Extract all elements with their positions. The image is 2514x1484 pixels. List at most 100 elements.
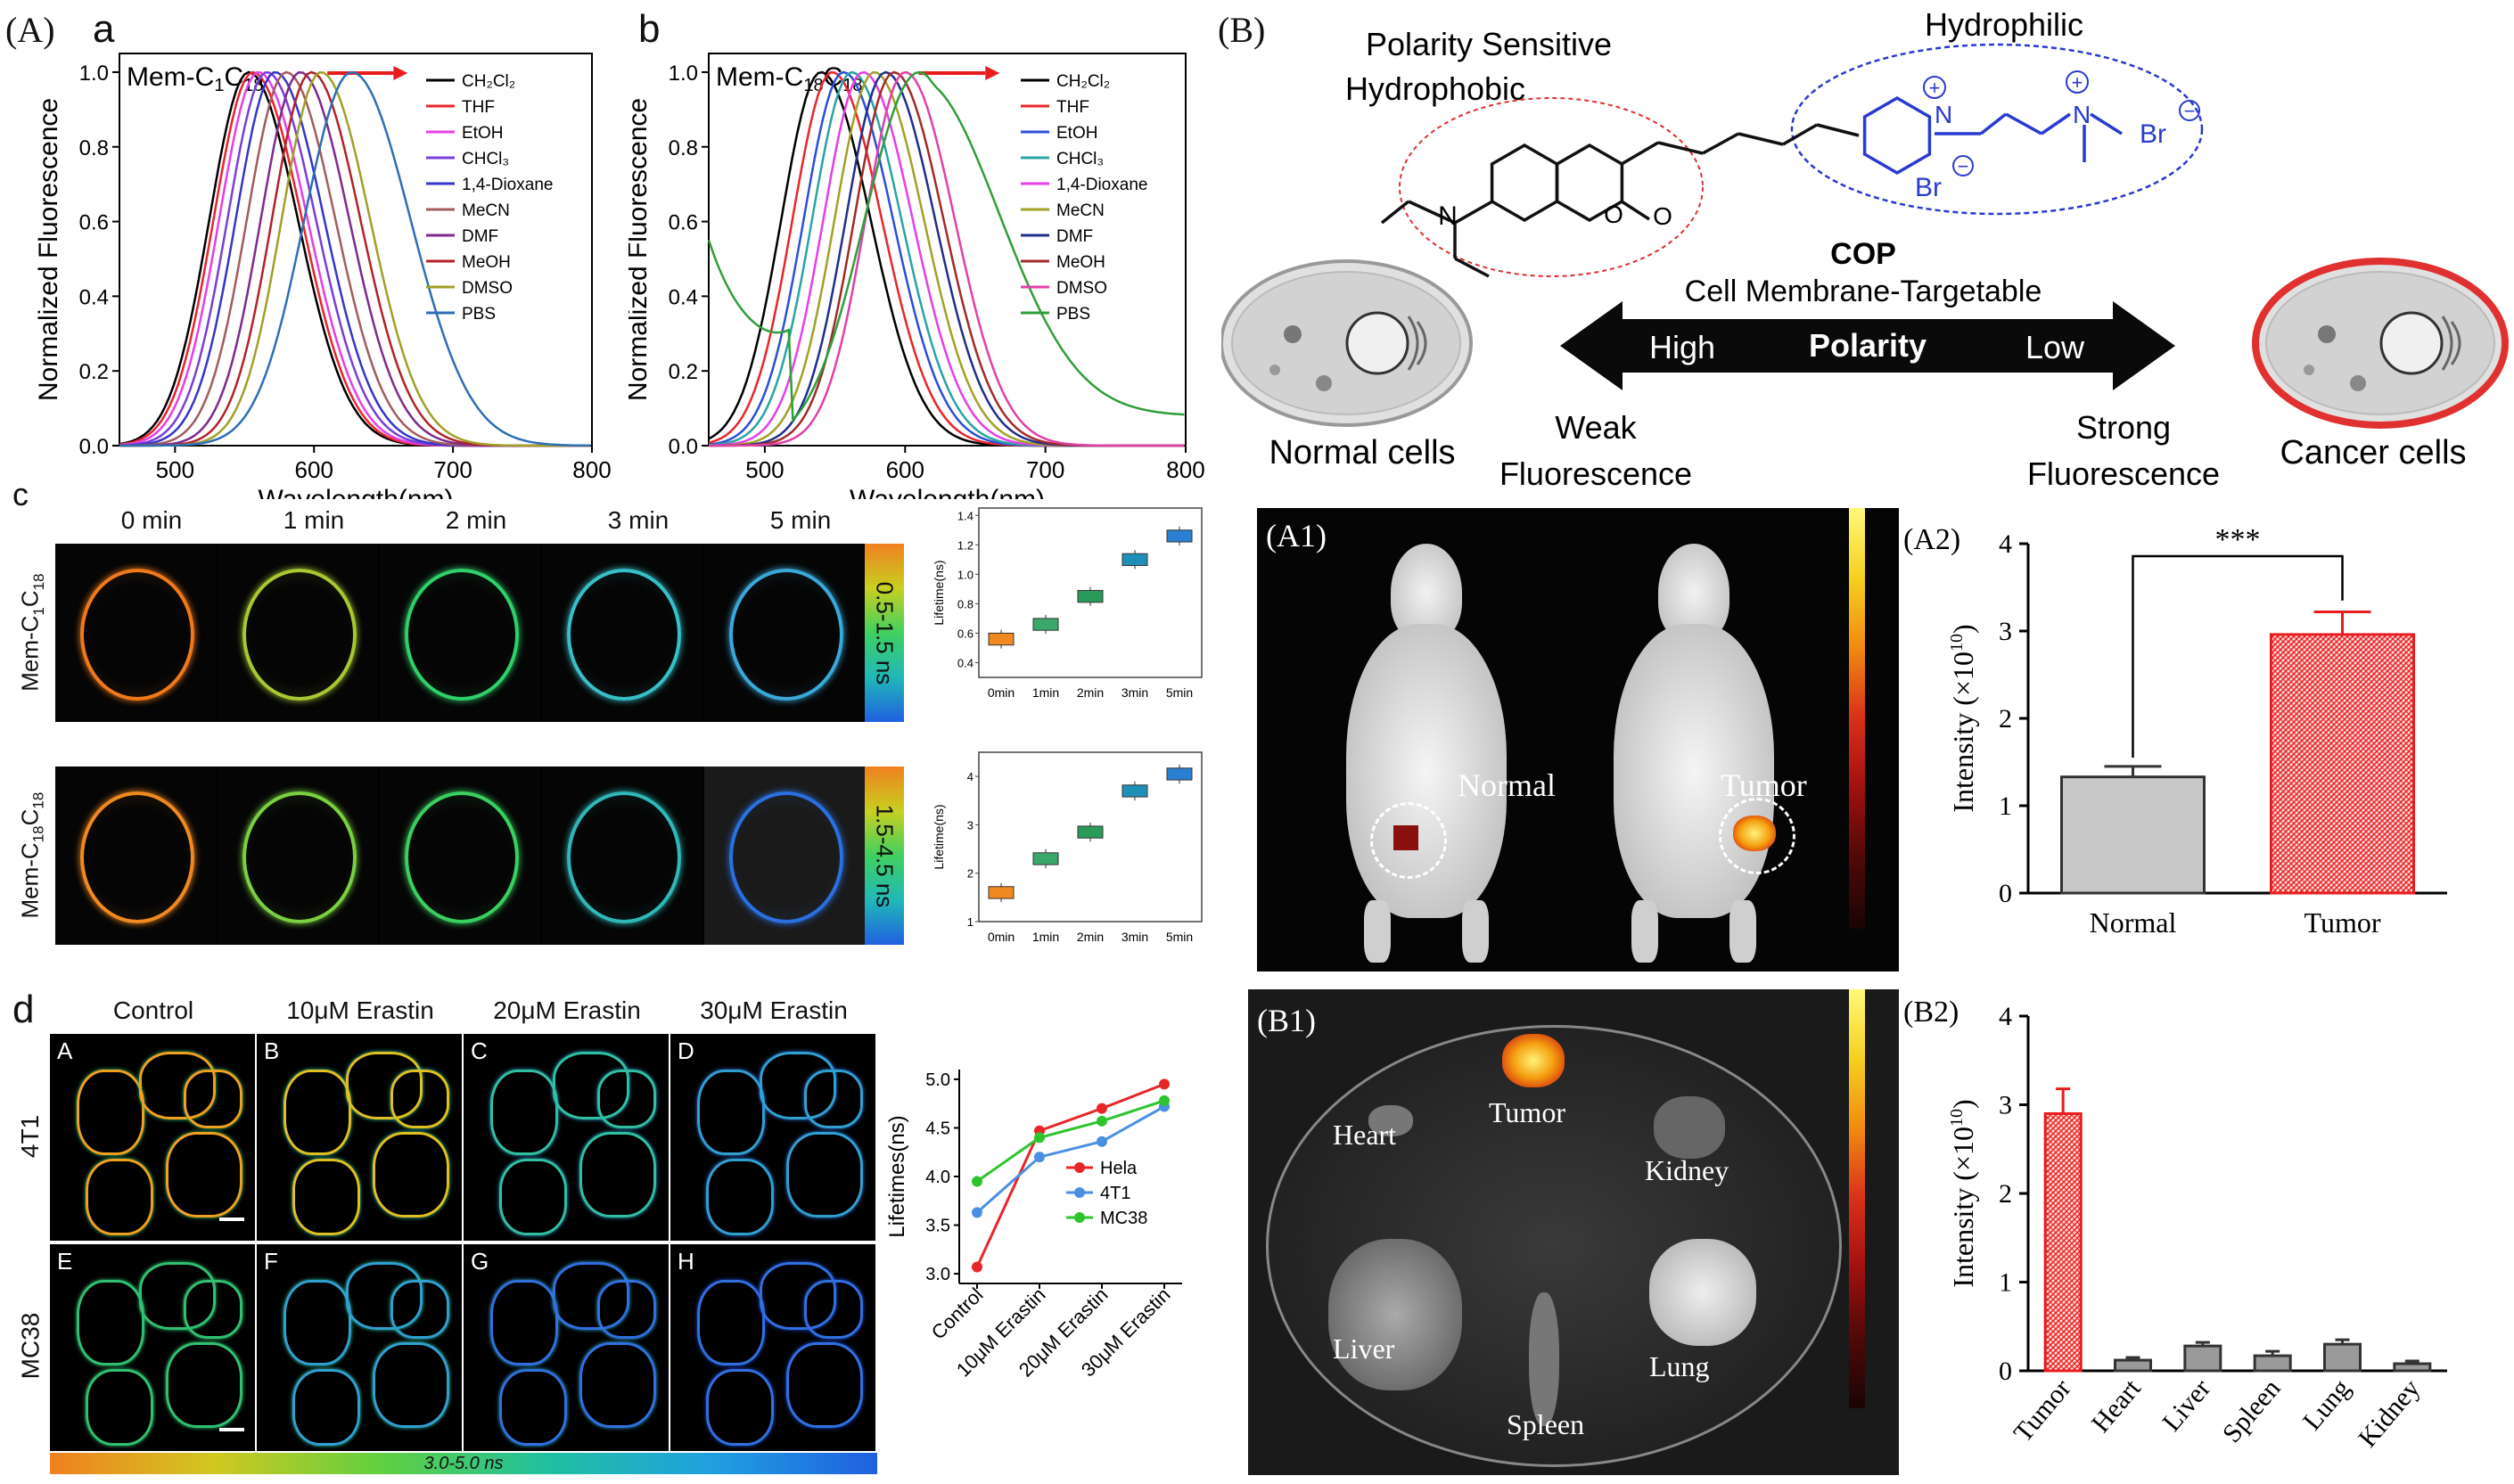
plot-frame [708,53,1187,447]
y-tick-label: 0.8 [669,136,698,160]
y-tick-label: 3 [967,818,974,832]
c-tile [380,767,540,945]
tumor-signal [1733,816,1776,851]
d-cell-outline [579,1342,656,1428]
d-tile-letter: D [678,1037,694,1064]
y-axis-label: Normalized Fluorescence [34,98,63,401]
y-axis-label: Lifetime(ns) [932,560,946,625]
spectrum-curve [709,70,1185,447]
d-scalebar [219,1218,244,1221]
d-tile-letter: B [264,1037,280,1064]
series-line [976,1099,1165,1183]
c-row1-label: Mem-C1C18 [12,544,52,722]
box-mark [1166,529,1193,543]
x-tick-label: 700 [1026,456,1064,483]
cell-ring [729,569,843,701]
x-tick-label: 5min [1166,930,1193,944]
y-tick-label: 3 [1999,1091,2012,1120]
minus-charge-icon [2179,100,2200,121]
legend-entry: 4T1 [1100,1184,1130,1203]
d-scale-label: 3.0-5.0 ns [423,1454,504,1473]
c-row2-label-text: Mem-C18C18 [16,792,47,919]
label-spleen: Spleen [1507,1408,1585,1440]
legend-entry: Hela [1100,1159,1138,1178]
y-tick-label: 3.5 [925,1217,950,1236]
x-tick-label: 2min [1077,685,1104,700]
panel-label-b: b [638,7,661,51]
c-time-header: 0 min 1 min 2 min 3 min 5 min [53,506,874,545]
significance-bracket [2132,554,2344,758]
significance-label: *** [2215,523,2261,556]
cell-ring [242,569,357,701]
d-column-label: Control [112,996,194,1024]
x-tick-label: 3min [1121,930,1148,944]
spectrum-curve [708,70,1185,447]
spectrum-curve [119,70,591,447]
c-time-label: 5 min [769,506,832,534]
shift-arrow-head [985,66,1000,80]
legend-entry: CH₂Cl₂ [1056,72,1110,91]
c-row1-label: Mem-C1C18 [12,544,52,722]
c-boxplot-1: 0.4 0.6 0.8 1.0 1.2 1.4 Lifetime(ns) 0min 1min 2m… [932,507,1203,700]
spectrum-chart-b: 500 600 700 800 0.0 0.2 0.4 0.6 0.8 1.0 Wavelength… [628,53,1205,499]
x-tick-label: Tumor [2304,906,2381,939]
x-tick-label: Normal [2090,906,2177,939]
d-cell-outline [786,1342,863,1428]
legend-entry: CHCl₃ [462,150,509,168]
d-cell-outline [346,1052,423,1119]
c-row2-images [55,767,865,945]
c-tile [218,767,378,945]
d-cell-outline [292,1369,360,1446]
cell-ring [405,569,519,701]
x-tick-label: Heart [2086,1373,2148,1439]
compound-name: COP [1830,237,1896,271]
x-tick-label: 1min [1032,930,1059,944]
x-axis-label: Wavelength(nm) [850,485,1045,499]
box-mark [1077,825,1104,839]
normal-mouse [1328,544,1524,963]
y-tick-label: 4.0 [925,1168,950,1187]
y-tick-label: 4 [1999,529,2012,559]
cell-ring [242,791,357,923]
legend-entry: MeCN [1056,201,1105,220]
spectrum-curve [708,70,1185,447]
cell-ring [567,569,681,701]
a1-tumor-label: Tumor [1721,767,1807,803]
y-axis-label: Lifetime(ns) [932,804,946,869]
d-column-label: 30μM Erastin [700,996,848,1024]
a2-bar-chart: (A2) 0 1 2 3 4 Intensity (×1010) Normal Tumor *** [1903,523,2447,939]
d-cell-outline [166,1342,242,1428]
organ-heart [1368,1105,1413,1136]
d-tile: E [50,1244,255,1451]
minus-charge-icon [1952,155,1974,176]
box-mark [1032,852,1059,865]
d-cell-outline [283,1070,351,1155]
d-cell-outline [499,1159,567,1235]
a1-normal-label: Normal [1458,767,1556,803]
chart-title: Mem-C1C18 [127,62,263,95]
y-tick-label: 0.0 [669,435,698,459]
series-point [1097,1103,1107,1114]
box-mark [1121,553,1148,566]
d-cell-outline [760,1262,836,1330]
label-weak-2: Fluorescence [1499,455,1692,492]
cop-scheme: Polarity Sensitive Hydrophobic Hydrophilic… [1221,6,2509,492]
series-point [1034,1152,1045,1163]
series-point [1159,1078,1170,1090]
normal-signal [1393,825,1418,850]
cell-ring [567,791,681,923]
y-tick-label: 1.2 [957,538,974,552]
label-kidney: Kidney [1645,1154,1729,1186]
d-cell-outline [553,1262,629,1330]
label-strong-2: Fluorescence [2027,455,2220,492]
shift-arrow-head [393,66,408,80]
d-tile-letter: A [57,1037,73,1064]
legend-entry: DMF [1056,227,1093,246]
x-tick-label: Kidney [2353,1373,2426,1453]
tumor-mouse [1596,544,1792,963]
x-tick-label: 5min [1166,685,1193,700]
y-tick-label: 0.0 [79,435,109,459]
box-mark [988,632,1015,646]
y-tick-label: 0.2 [79,360,109,384]
hydrophobic-region [1399,97,1704,277]
